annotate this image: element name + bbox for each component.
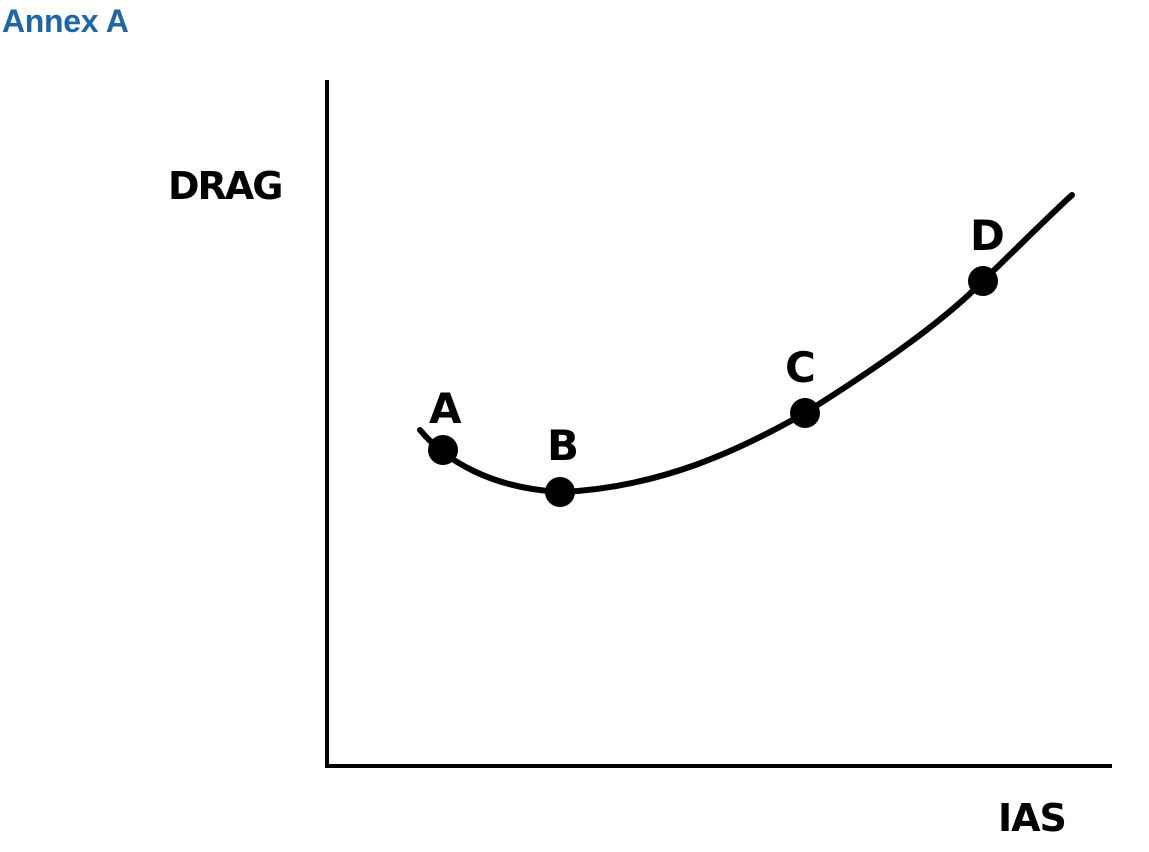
point-b-label: B [547, 421, 579, 470]
y-axis-label: DRAG [168, 164, 281, 208]
annex-heading: Annex A [2, 3, 129, 39]
x-axis-label: IAS [998, 796, 1066, 840]
point-d-marker [968, 266, 998, 296]
point-b-marker [545, 477, 575, 507]
point-c-marker [790, 398, 820, 428]
point-d-label: D [970, 211, 1005, 260]
point-c-label: C [785, 343, 816, 392]
point-a-marker [428, 435, 458, 465]
point-a-label: A [429, 384, 462, 433]
